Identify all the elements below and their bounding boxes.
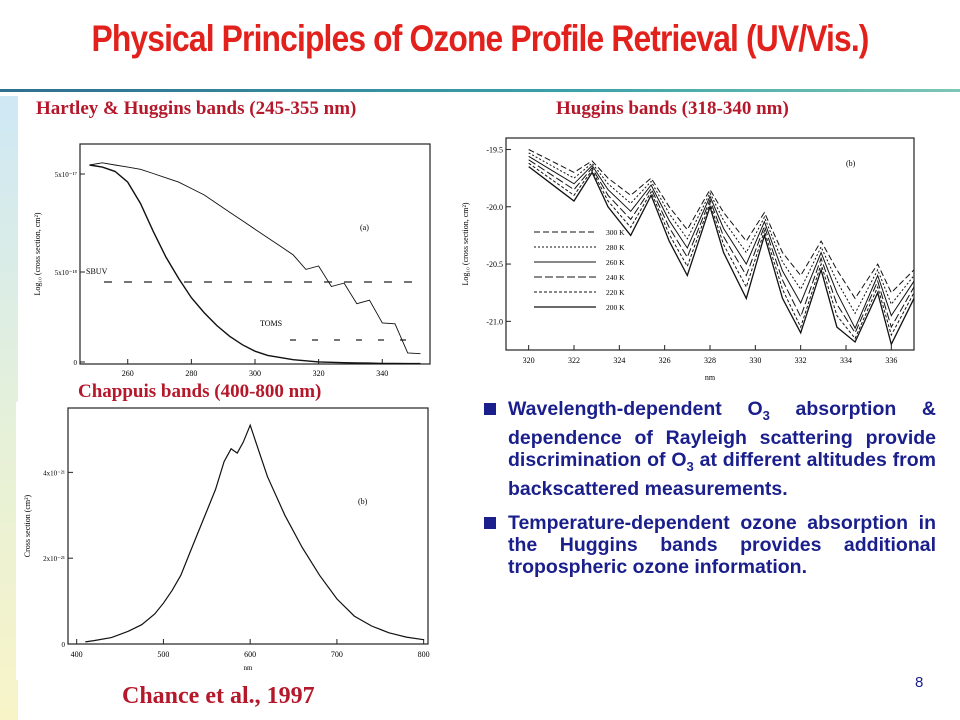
page-number: 8 [915,674,924,691]
y-tick-label: 5x10⁻¹⁸ [55,269,78,277]
x-tick-label: 300 [249,369,261,378]
series-line-220k [528,162,915,340]
y-axis-label: Log₁₀ (cross section, cm²) [33,212,42,295]
bullet-text-part: Wavelength-dependent O [508,398,763,420]
x-tick-label: 400 [71,650,83,659]
x-tick-label: 322 [568,356,580,365]
series-line-200k [528,166,915,347]
x-axis-label: nm [705,373,716,382]
annotation-toms: TOMS [260,319,282,328]
huggins-plot: 320 322 324 326 328 330 332 334 336 nm -19.5 -20.0 -… [461,137,915,382]
x-tick-label: 326 [659,356,671,365]
legend-label: 220 K [606,288,625,297]
hartley-plot: 260 280 300 320 340 5x10⁻¹⁷ 5x10⁻¹⁸ 0 Log₁₀ (cro… [33,143,431,378]
bullet-text-part: Temperature-dependent ozone absorption i… [508,511,936,578]
header-hartley: Hartley & Huggins bands (245-355 nm) [36,98,357,119]
side-gradient-bar [0,96,18,720]
bullet-list: Wavelength-dependent O3 absorption & dep… [484,398,936,590]
series-line-260k [528,155,915,330]
series-line-chappuis [85,423,424,643]
y-tick-label: 0 [62,641,66,649]
chappuis-plot-panel: 400 500 600 700 800 nm 4x10⁻²¹ 2x10⁻²¹ 0 Cross se… [16,402,440,680]
x-tick-label: 334 [840,356,852,365]
x-tick-label: 500 [157,650,169,659]
x-tick-label: 340 [376,369,388,378]
bullet-text-part: at different altitudes from backscattere… [508,448,936,500]
x-tick-label: 330 [749,356,761,365]
series-line-2 [89,164,421,365]
y-tick-label: -20.5 [486,260,503,269]
bullet-marker-icon [484,403,496,415]
plot-frame [505,137,915,351]
y-axis-label: Cross section (cm²) [23,494,32,557]
panel-label: (b) [846,159,856,168]
citation: Chance et al., 1997 [122,683,315,709]
bullet-item-temperature: Temperature-dependent ozone absorption i… [484,512,936,578]
hartley-plot-panel: 260 280 300 320 340 5x10⁻¹⁷ 5x10⁻¹⁸ 0 Log₁₀ (cro… [26,128,438,398]
y-tick-label: -19.5 [486,145,503,154]
x-tick-label: 800 [418,650,430,659]
y-tick-label: 4x10⁻²¹ [43,469,65,477]
series-line-1 [89,162,421,355]
slide-title: Physical Principles of Ozone Profile Ret… [91,18,869,59]
y-tick-label: 0 [74,359,78,367]
legend-label: 200 K [606,303,625,312]
x-tick-label: 320 [523,356,535,365]
huggins-plot-panel: 320 322 324 326 328 330 332 334 336 nm -19.5 -20.0 -… [454,128,924,388]
bullet-subscript: 3 [686,458,694,474]
plot-frame [67,407,429,645]
y-axis-label: Log₁₀ (cross section, cm²) [461,202,470,285]
legend-label: 240 K [606,273,625,282]
y-tick-label: 5x10⁻¹⁷ [55,171,78,179]
x-tick-label: 280 [185,369,197,378]
x-tick-label: 700 [331,650,343,659]
chappuis-plot: 400 500 600 700 800 nm 4x10⁻²¹ 2x10⁻²¹ 0 Cross se… [23,407,430,672]
x-tick-label: 600 [244,650,256,659]
series-line-240k [528,159,915,334]
annotation-sbuv: SBUV [86,267,108,276]
series-line-280k [528,152,915,315]
header-chappuis: Chappuis bands (400-800 nm) [78,381,322,402]
legend-label: 260 K [606,258,625,267]
title-rule [0,89,960,92]
y-tick-label: 2x10⁻²¹ [43,555,65,563]
x-tick-label: 332 [795,356,807,365]
x-tick-label: 324 [613,356,625,365]
x-axis-label: nm [244,664,254,672]
header-huggins: Huggins bands (318-340 nm) [556,98,789,119]
panel-label: (b) [358,497,368,506]
series-line-300k [528,149,915,300]
bullet-marker-icon [484,516,496,529]
panel-label: (a) [360,223,369,232]
x-tick-label: 336 [885,356,897,365]
plot-frame [79,143,431,365]
x-tick-label: 328 [704,356,716,365]
legend-label: 300 K [606,228,625,237]
x-tick-label: 320 [313,369,325,378]
y-tick-label: -20.0 [486,203,503,212]
bullet-item-wavelength: Wavelength-dependent O3 absorption & dep… [484,398,936,500]
legend-label: 280 K [606,243,625,252]
bullet-text-part: absorption & dependence of Rayleigh scat… [508,398,937,471]
bullet-subscript: 3 [762,407,770,423]
y-tick-label: -21.0 [486,317,503,326]
x-tick-label: 260 [122,369,134,378]
